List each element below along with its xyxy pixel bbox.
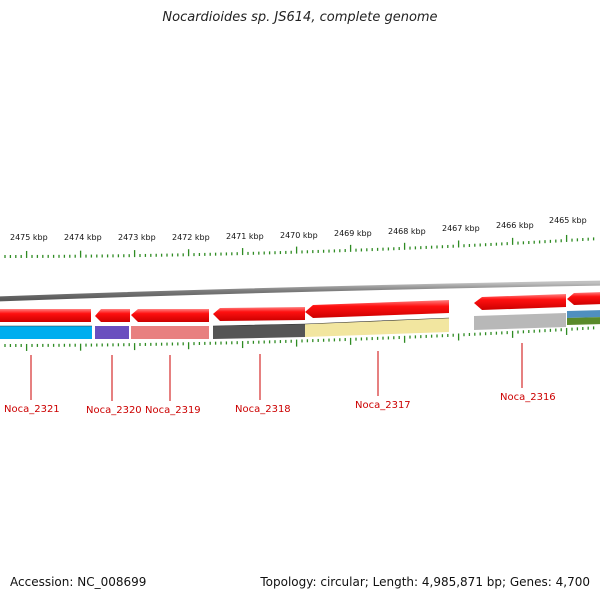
band-edge: [0, 317, 450, 327]
scale-tick-label: 2466 kbp: [496, 221, 534, 230]
cds-arrow: [567, 292, 600, 305]
cds-arrow: [213, 307, 305, 321]
scale-tick-label: 2474 kbp: [64, 233, 102, 242]
gene-band-noca-2320: [95, 326, 129, 339]
gene-band-noca-2319: [131, 326, 209, 339]
gene-band-noca-2321: [0, 326, 92, 339]
gene-label: Noca_2316: [500, 392, 556, 403]
gene-label: Noca_2321: [4, 404, 60, 415]
gene-leaders: [30, 343, 523, 401]
scale-tick-label: 2472 kbp: [172, 233, 210, 242]
scale-tick-label: 2475 kbp: [10, 233, 48, 242]
topology-text: Topology: circular; Length: 4,985,871 bp…: [260, 575, 590, 589]
scale-labels: 2475 kbp 2474 kbp 2473 kbp 2472 kbp 2471…: [10, 216, 587, 242]
scale-tick-label: 2468 kbp: [388, 227, 426, 236]
cds-arrow: [305, 300, 449, 318]
scale-tick-label: 2471 kbp: [226, 232, 264, 241]
scale-tick-label: 2467 kbp: [442, 224, 480, 233]
scale-tick-label: 2469 kbp: [334, 229, 372, 238]
gene-band-extra: [567, 317, 600, 325]
map-title: Nocardioides sp. JS614, complete genome: [162, 10, 438, 25]
genome-backbone: [0, 280, 600, 302]
scale-tick-label: 2470 kbp: [280, 231, 318, 240]
cds-arrow: [474, 294, 566, 310]
scale-tick-label: 2473 kbp: [118, 233, 156, 242]
gene-band-extra: [567, 310, 600, 318]
gene-label: Noca_2318: [235, 404, 291, 415]
gene-label: Noca_2320: [86, 405, 142, 416]
gene-label: Noca_2319: [145, 405, 201, 416]
gene-labels: Noca_2321 Noca_2320 Noca_2319 Noca_2318 …: [4, 392, 556, 416]
cds-arrow: [0, 309, 91, 322]
scale-ticks: [4, 234, 595, 258]
gene-band-noca-2318: [213, 324, 305, 339]
gene-label: Noca_2317: [355, 400, 411, 411]
gene-band-noca-2316: [474, 313, 566, 330]
inner-ticks: [4, 326, 595, 351]
cds-arrows: [0, 292, 600, 322]
cds-arrow: [131, 309, 209, 322]
scale-tick-label: 2465 kbp: [549, 216, 587, 225]
accession-text: Accession: NC_008699: [10, 575, 147, 589]
cds-arrow: [95, 309, 130, 322]
